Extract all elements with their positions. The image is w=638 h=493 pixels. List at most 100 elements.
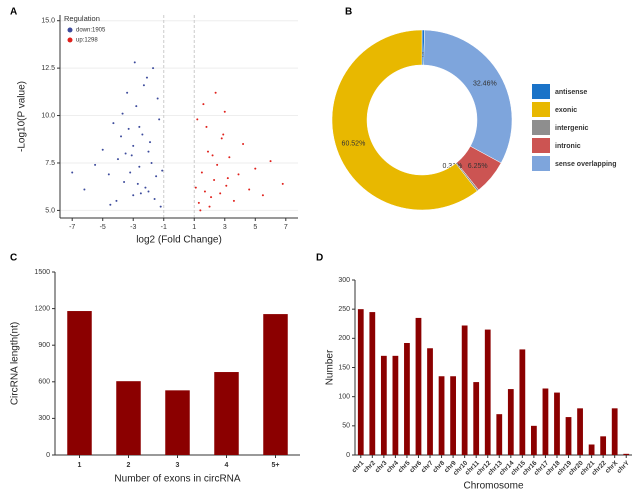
bar [496,414,503,455]
point [202,103,205,106]
point [213,179,216,182]
point [222,133,225,136]
legend-label: intergenic [555,125,589,132]
bar [369,312,376,455]
y-tick-label: 1500 [34,269,50,276]
point [139,192,142,195]
point [130,154,133,157]
point [228,156,231,159]
point [147,190,150,193]
point [237,173,240,176]
slice-label: 6.25% [468,163,488,170]
y-tick-label: 900 [38,342,50,349]
legend-label: down:1905 [76,28,106,34]
legend-label: antisense [555,89,587,96]
bar [380,355,387,455]
point [254,167,257,170]
bar [438,376,445,455]
y-tick-label: 7.5 [45,160,55,167]
point [206,150,209,153]
x-axis-label: Chromosome [463,481,523,492]
point [115,199,118,202]
y-tick-label: 50 [342,423,350,430]
legend-swatch [532,84,550,99]
point [159,205,162,208]
point [161,169,164,172]
point [226,177,229,180]
point [153,198,156,201]
bar [214,372,239,455]
point [149,141,152,144]
point [210,196,213,199]
point [194,186,197,189]
point [138,165,141,168]
point [141,133,144,136]
bar [415,317,422,455]
x-tick-label: -7 [69,224,75,231]
point [94,163,97,166]
x-tick-label: -1 [161,224,167,231]
point [261,194,264,197]
point [281,182,284,185]
panel-label: C [10,253,17,264]
point [112,122,115,125]
x-axis-label: Number of exons in circRNA [114,474,240,485]
point [71,171,74,174]
bar [450,376,456,455]
y-tick-label: 12.5 [41,65,55,72]
point [150,161,153,164]
x-tick-label: 3 [176,462,180,469]
point [121,112,124,115]
point [124,152,127,155]
point [109,203,112,206]
point [214,91,217,94]
point [242,143,245,146]
bar [623,453,630,455]
point [132,144,135,147]
legend-swatch [532,138,550,153]
bar [600,436,607,455]
point [138,125,141,128]
point [155,175,158,178]
point [123,180,126,183]
point [223,110,226,113]
point [158,118,161,121]
legend-label: exonic [555,107,577,114]
x-tick-label: 3 [223,224,227,231]
point [203,190,206,193]
y-axis-label: Number [325,349,336,385]
slice-label: 32.46% [473,81,497,88]
bar [565,417,572,455]
x-tick-label: -5 [100,224,106,231]
point [225,184,228,187]
slice [423,29,513,164]
y-tick-label: 150 [338,364,350,371]
x-tick-label: 5+ [272,462,280,469]
x-tick-label: 5 [253,224,257,231]
point [219,192,222,195]
point [152,67,155,70]
point [232,199,235,202]
legend-swatch [67,27,73,33]
point [156,97,159,100]
x-tick-label: 1 [192,224,196,231]
point [211,154,214,157]
y-tick-label: 15.0 [41,18,55,25]
point [147,150,150,153]
point [142,84,145,87]
point [132,194,135,197]
x-tick-label: 2 [127,462,131,469]
bar [461,325,468,455]
panel-label: A [10,7,17,18]
y-tick-label: 300 [38,415,50,422]
x-tick-label: -3 [130,224,136,231]
bar [484,329,491,455]
bar [554,392,560,455]
y-tick-label: 1200 [34,305,50,312]
point [83,188,86,191]
point [197,201,200,204]
point [145,76,148,79]
y-tick-label: 0 [346,452,350,459]
bar [67,311,92,455]
